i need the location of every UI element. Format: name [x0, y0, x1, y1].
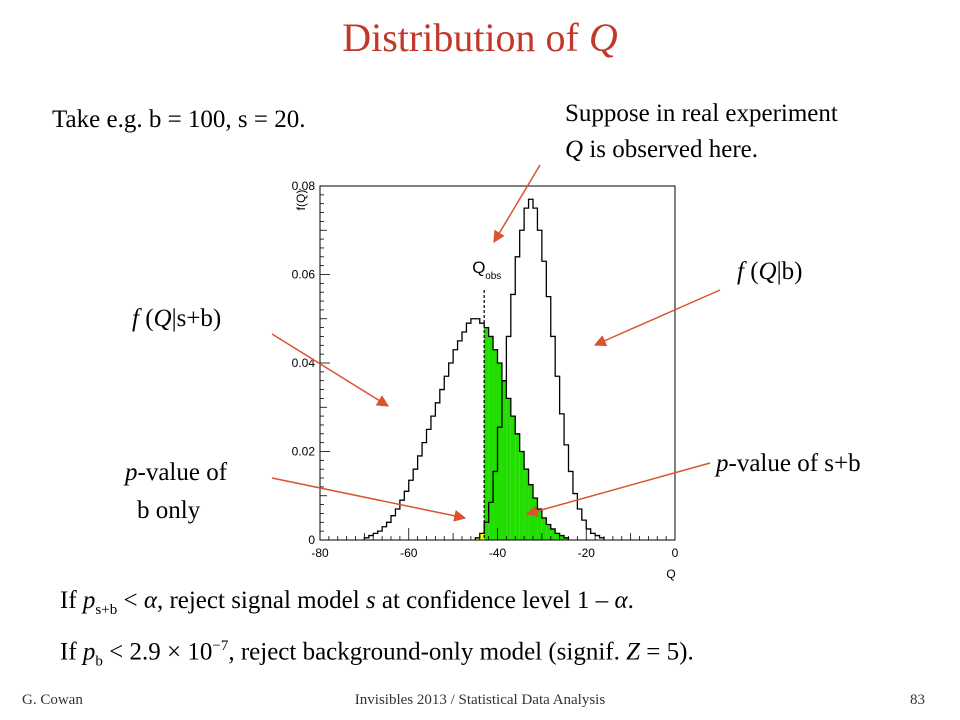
label-f-q-sb: f (Q|s+b) — [132, 305, 222, 332]
sb-tail-bin — [550, 528, 556, 540]
suppose-note: Suppose in real experiment Q is observed… — [565, 100, 838, 163]
rule-signal-rejection: If ps+b < α, reject signal model s at co… — [60, 587, 634, 618]
q-obs-label: Q — [472, 258, 485, 277]
arrow-pvalue-sb — [525, 462, 711, 517]
rule-background-rejection: If pb < 2.9 × 10−7, reject background-on… — [60, 638, 694, 670]
sb-tail-bin — [515, 433, 520, 540]
y-tick-label: 0.04 — [292, 356, 316, 370]
y-tick-label: 0.02 — [292, 445, 316, 459]
footer-title: Invisibles 2013 / Statistical Data Analy… — [354, 692, 606, 708]
arrow-pvalue-b — [271, 477, 467, 522]
sb-tail-bin — [484, 327, 489, 540]
sb-tail-bin — [546, 524, 551, 540]
slide-title: Distribution of Q — [342, 15, 618, 60]
sb-tail-bin — [519, 451, 525, 540]
sb-tail-bin — [541, 517, 547, 540]
q-obs-sub: obs — [485, 271, 501, 282]
sb-tail-bin — [506, 398, 511, 540]
x-tick-label: 0 — [672, 546, 679, 560]
sb-tail-bin — [564, 537, 569, 540]
series-line-sb — [363, 318, 570, 540]
series-line-b — [474, 198, 605, 540]
sb-tail-bin — [555, 533, 560, 540]
footer-author: G. Cowan — [22, 692, 83, 708]
take-example-text: Take e.g. b = 100, s = 20. — [52, 106, 306, 133]
sb-tail-bin — [488, 336, 494, 540]
y-tick-label: 0.06 — [292, 268, 316, 282]
x-axis-label: Q — [666, 567, 675, 581]
y-axis-label: f(Q) — [294, 190, 308, 211]
y-tick-label: 0 — [308, 533, 315, 547]
label-pvalue-b-only: p-value of b only — [125, 459, 228, 524]
x-tick-label: -40 — [489, 546, 507, 560]
x-tick-label: -80 — [311, 546, 329, 560]
x-tick-label: -60 — [400, 546, 418, 560]
sb-tail-bin — [524, 469, 529, 540]
sb-tail-bin — [510, 416, 516, 540]
footer-page-number: 83 — [910, 692, 925, 708]
x-tick-label: -20 — [578, 546, 596, 560]
label-pvalue-sb: p-value of s+b — [716, 450, 861, 477]
arrow-f-q-b — [593, 289, 721, 347]
arrow-suppose — [493, 164, 541, 244]
sb-tail-bin — [559, 535, 565, 540]
sb-tail-bin — [537, 509, 542, 540]
sb-tail-bin — [493, 349, 498, 540]
b-tail-bin — [475, 537, 480, 540]
sb-tail-bin — [497, 363, 502, 540]
sb-tail-bin — [501, 380, 507, 540]
sb-tail-bin — [533, 497, 538, 540]
y-tick-label: 0.08 — [292, 179, 316, 193]
label-f-q-b: f (Q|b) — [737, 258, 803, 285]
b-tail-bin — [479, 533, 485, 540]
arrow-f-q-sb — [271, 333, 390, 407]
